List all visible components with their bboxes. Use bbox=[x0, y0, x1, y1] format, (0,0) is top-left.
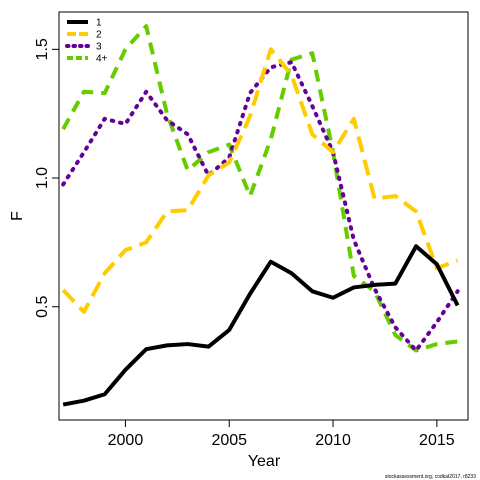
y-tick-label: 1.5 bbox=[34, 38, 51, 60]
y-axis: 0.5 1.0 1.5 bbox=[34, 38, 59, 318]
series-line-2 bbox=[61, 47, 459, 314]
x-tick-label: 2000 bbox=[108, 432, 144, 449]
legend-label: 4+ bbox=[96, 54, 108, 65]
plot-frame bbox=[58, 11, 469, 421]
series-layer bbox=[61, 24, 460, 407]
series-line-4plus bbox=[61, 24, 458, 353]
x-tick-label: 2005 bbox=[211, 432, 247, 449]
legend-label: 3 bbox=[96, 42, 102, 53]
legend-label: 2 bbox=[96, 30, 102, 41]
y-tick-label: 1.0 bbox=[34, 167, 51, 189]
legend-label: 1 bbox=[96, 18, 102, 29]
series-line-3 bbox=[61, 60, 460, 353]
y-tick-label: 0.5 bbox=[34, 296, 51, 318]
y-axis-title: F bbox=[9, 211, 26, 221]
x-axis-title: Year bbox=[248, 453, 281, 470]
footer-credit: stockassessment.org, codkat2017, r8233 bbox=[385, 474, 476, 480]
x-tick-label: 2015 bbox=[419, 432, 455, 449]
series-line-1 bbox=[62, 244, 460, 407]
x-tick-label: 2010 bbox=[315, 432, 351, 449]
x-axis: 2000 2005 2010 2015 bbox=[108, 420, 455, 449]
